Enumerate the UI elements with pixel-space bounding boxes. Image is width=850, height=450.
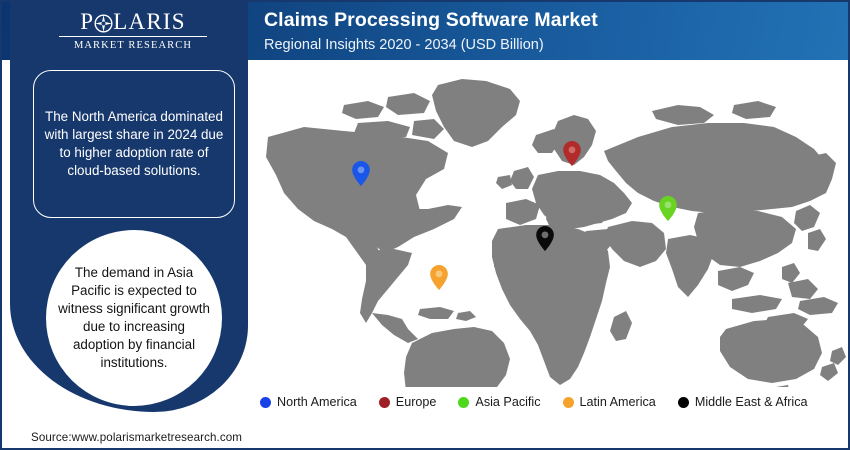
logo-wordmark: P LARIS <box>57 9 209 35</box>
world-map <box>248 61 848 387</box>
logo-divider <box>59 36 207 37</box>
legend-label: Asia Pacific <box>475 395 541 409</box>
map-legend: North America Europe Asia Pacific Latin … <box>260 392 840 412</box>
legend-dot-icon <box>378 396 390 408</box>
legend-label: Europe <box>395 395 437 409</box>
legend-dot-icon <box>458 396 470 408</box>
callout-circle-asia-pacific: The demand in Asia Pacific is expected t… <box>46 230 222 406</box>
legend-label: Middle East & Africa <box>694 395 808 409</box>
map-pin-latin-america[interactable] <box>430 265 448 290</box>
logo-letter-p: P <box>80 9 95 34</box>
legend-dot-icon <box>562 396 574 408</box>
legend-dot-icon <box>677 396 689 408</box>
legend-label: North America <box>277 395 357 409</box>
map-pin-north-america[interactable] <box>352 161 370 186</box>
logo-letters-laris: LARIS <box>113 9 186 34</box>
legend-item-latin-america[interactable]: Latin America <box>562 395 656 409</box>
legend-dot-icon <box>260 396 271 408</box>
legend-item-north-america[interactable]: North America <box>260 395 357 409</box>
map-pin-europe[interactable] <box>563 141 581 166</box>
legend-item-asia-pacific[interactable]: Asia Pacific <box>458 395 541 409</box>
compass-star-icon <box>94 13 113 33</box>
page-subtitle: Regional Insights 2020 - 2034 (USD Billi… <box>264 37 544 53</box>
map-landmasses <box>266 79 846 387</box>
legend-label: Latin America <box>579 395 656 409</box>
header-texts: Claims Processing Software Market Region… <box>264 8 824 55</box>
logo-tagline: MARKET RESEARCH <box>73 40 193 51</box>
source-text: Source:www.polarismarketresearch.com <box>31 431 243 444</box>
map-pin-middle-east-africa[interactable] <box>536 226 554 251</box>
world-map-svg <box>266 79 846 387</box>
callout-circle-text: The demand in Asia Pacific is expected t… <box>58 265 210 370</box>
callout-box-text: The North America dominated with largest… <box>44 109 224 178</box>
polaris-logo: P LARIS MARKET RESEARCH <box>57 9 209 53</box>
legend-item-middle-east-africa[interactable]: Middle East & Africa <box>677 395 808 409</box>
page-title: Claims Processing Software Market <box>264 9 598 31</box>
legend-item-europe[interactable]: Europe <box>378 395 437 409</box>
callout-box-north-america: The North America dominated with largest… <box>33 70 235 218</box>
map-pin-asia-pacific[interactable] <box>659 196 677 221</box>
